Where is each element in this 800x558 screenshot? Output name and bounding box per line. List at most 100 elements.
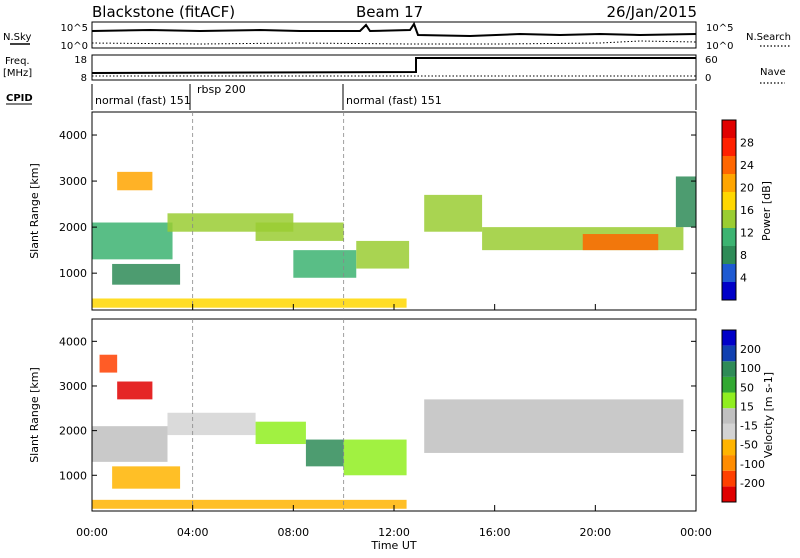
power-colorbar-swatch <box>722 120 736 138</box>
power-cell <box>92 222 173 260</box>
power-colorbar-swatch <box>722 138 736 156</box>
x-tick-label: 00:00 <box>680 526 712 539</box>
nave-tick-bottom: 0 <box>705 73 711 84</box>
power-colorbar-tick: 24 <box>740 159 754 172</box>
power-colorbar-swatch <box>722 174 736 192</box>
freq-trace <box>91 57 696 74</box>
cpid-label: CPID <box>6 93 33 104</box>
power-cell <box>112 263 181 285</box>
power-cell <box>293 250 357 278</box>
freq-panel: Freq. [MHz] Nave 18 8 60 0 <box>3 54 786 84</box>
power-panel: 1000 2000 3000 4000 Slant Range [km] <box>28 111 697 311</box>
power-colorbar-swatch <box>722 246 736 264</box>
date-title: 26/Jan/2015 <box>607 3 698 21</box>
power-y-tick-label: 2000 <box>59 221 87 234</box>
velocity-colorbar-swatch <box>722 423 736 440</box>
x-axis: 00:00 04:00 08:00 12:00 16:00 20:00 00:00 <box>76 526 712 539</box>
freq-tick-bottom: 8 <box>81 73 87 84</box>
nave-label: Nave <box>760 67 786 78</box>
x-tick-label: 08:00 <box>277 526 309 539</box>
nave-tick-top: 60 <box>705 55 718 66</box>
velocity-colorbar-swatch <box>722 361 736 377</box>
velocity-cell <box>112 466 181 489</box>
velocity-colorbar-swatch <box>722 408 736 424</box>
power-colorbar-swatch <box>722 282 736 300</box>
cpid-panel: CPID normal (fast) 151 rbsp 200 normal (… <box>6 83 697 110</box>
velocity-cell <box>424 399 684 453</box>
velocity-colorbar-swatch <box>722 345 736 362</box>
x-tick-label: 20:00 <box>579 526 611 539</box>
noise-right-tick-bottom: 10^0 <box>706 41 733 52</box>
noise-right-tick-top: 10^5 <box>706 23 733 34</box>
power-y-tick-label: 1000 <box>59 267 87 280</box>
power-cell <box>356 240 410 269</box>
velocity-cell <box>92 426 168 462</box>
x-tick-label: 00:00 <box>76 526 108 539</box>
velocity-colorbar-tick: -15 <box>740 420 758 433</box>
velocity-y-tick-label: 4000 <box>59 335 87 348</box>
noise-sky-trace <box>91 21 697 38</box>
power-colorbar-tick: 8 <box>740 249 747 262</box>
velocity-colorbar-tick: 50 <box>740 381 754 394</box>
x-axis-label: Time UT <box>370 539 416 552</box>
velocity-cell <box>305 439 344 467</box>
noise-panel: N.Sky N.Search 10^5 10^0 10^5 10^0 <box>3 21 791 52</box>
velocity-cell <box>117 381 153 400</box>
velocity-panel: 1000 2000 3000 4000 Slant Range [km] <box>28 318 697 512</box>
velocity-colorbar-tick: -50 <box>740 439 758 452</box>
power-y-axis-label: Slant Range [km] <box>28 163 41 259</box>
velocity-colorbar-tick: 15 <box>740 400 754 413</box>
velocity-colorbar-swatch <box>722 455 736 471</box>
velocity-y-axis-label: Slant Range [km] <box>28 367 41 463</box>
velocity-colorbar-swatch <box>722 486 736 502</box>
noise-search-trace <box>91 40 697 45</box>
power-colorbar-swatch <box>722 264 736 282</box>
velocity-cell <box>92 499 407 509</box>
power-colorbar-label: Power [dB] <box>760 181 773 241</box>
power-colorbar-tick: 28 <box>740 137 754 150</box>
velocity-cell <box>255 421 306 445</box>
power-y-tick-label: 4000 <box>59 129 87 142</box>
velocity-colorbar-swatch <box>722 392 736 409</box>
power-colorbar-tick: 12 <box>740 227 754 240</box>
velocity-colorbar: -200 -100 -50 -15 15 50 100 200 Velocity [m s-1… <box>721 329 775 503</box>
velocity-colorbar-swatch <box>722 439 736 456</box>
velocity-colorbar-swatch <box>722 470 736 487</box>
x-tick-label: 16:00 <box>479 526 511 539</box>
power-colorbar-tick: 16 <box>740 204 754 217</box>
n-sky-label: N.Sky <box>3 32 31 43</box>
power-cell <box>92 298 407 308</box>
velocity-cell <box>99 354 118 373</box>
freq-tick-top: 18 <box>74 55 87 66</box>
power-cell <box>582 234 659 251</box>
velocity-colorbar-label: Velocity [m s-1] <box>762 372 775 458</box>
x-tick-label: 12:00 <box>378 526 410 539</box>
noise-left-tick-bottom: 10^0 <box>61 41 88 52</box>
power-cell <box>675 176 696 228</box>
power-cell <box>424 194 483 232</box>
cpid-entry: normal (fast) 151 <box>95 94 191 107</box>
velocity-colorbar-tick: -100 <box>740 458 765 471</box>
velocity-colorbar-tick: 100 <box>740 362 761 375</box>
power-colorbar-swatch <box>722 228 736 246</box>
power-cell <box>117 171 153 191</box>
power-colorbar-swatch <box>722 156 736 174</box>
velocity-y-tick-label: 1000 <box>59 469 87 482</box>
cpid-entry: normal (fast) 151 <box>346 94 442 107</box>
station-title: Blackstone (fitACF) <box>92 3 235 21</box>
velocity-y-tick-label: 3000 <box>59 380 87 393</box>
velocity-cell <box>167 412 256 436</box>
power-colorbar-tick: 4 <box>740 272 747 285</box>
power-colorbar-swatch <box>722 192 736 210</box>
velocity-cell <box>343 439 407 476</box>
velocity-colorbar-tick: -200 <box>740 477 765 490</box>
power-cell <box>255 222 344 241</box>
n-search-label: N.Search <box>746 32 791 43</box>
beam-title: Beam 17 <box>356 3 423 21</box>
power-y-tick-label: 3000 <box>59 175 87 188</box>
velocity-colorbar-tick: 200 <box>740 343 761 356</box>
power-colorbar-tick: 20 <box>740 182 754 195</box>
cpid-entry: rbsp 200 <box>197 83 246 96</box>
velocity-colorbar-swatch <box>722 330 736 346</box>
freq-label: Freq. <box>5 56 30 67</box>
